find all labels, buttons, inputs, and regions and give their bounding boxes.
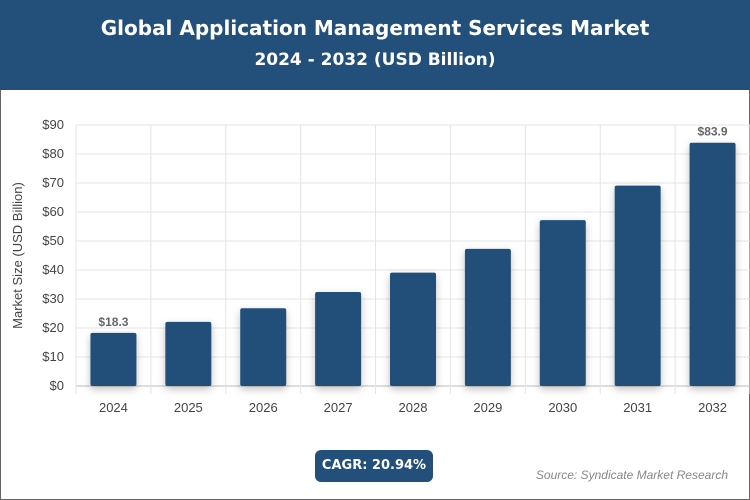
chart-subtitle: 2024 - 2032 (USD Billion) (254, 50, 496, 70)
y-tick-label: $60 (42, 204, 64, 219)
y-tick-label: $50 (42, 233, 64, 248)
chart-title: Global Application Management Services M… (100, 16, 650, 40)
cagr-badge: CAGR: 20.94% (315, 450, 433, 482)
bar-chart: $0 $10 $20 $30 $40 $50 $60 $70 $80 $90 2024 $18.3 20… (10, 117, 750, 415)
y-tick-label: $80 (42, 146, 64, 161)
bar-2024 (90, 332, 137, 386)
x-tick-label: 2031 (623, 400, 652, 415)
x-tick-label: 2024 (99, 400, 128, 415)
y-axis-label: Market Size (USD Billion) (10, 182, 25, 329)
bar-2028 (390, 272, 436, 386)
bar-2025 (165, 321, 212, 386)
x-tick-label: 2025 (174, 400, 203, 415)
data-label: $18.3 (98, 315, 128, 329)
bar-2029 (464, 248, 511, 386)
x-tick-label: 2027 (324, 400, 353, 415)
x-tick-label: 2029 (473, 400, 502, 415)
source-note: Source: Syndicate Market Research (535, 468, 728, 482)
x-tick-label: 2032 (698, 400, 727, 415)
x-tick-label: 2026 (249, 400, 278, 415)
y-tick-label: $90 (42, 117, 64, 132)
y-tick-label: $30 (42, 291, 64, 306)
bar-2030 (539, 220, 586, 386)
y-tick-label: $10 (42, 349, 64, 364)
data-label: $83.9 (698, 125, 728, 139)
y-tick-label: $20 (42, 320, 64, 335)
x-tick-label: 2030 (548, 400, 577, 415)
bar-2032 (689, 142, 736, 386)
bar-2026 (240, 308, 287, 386)
x-tick-label: 2028 (399, 400, 428, 415)
y-tick-label: $70 (42, 175, 64, 190)
y-tick-label: $40 (42, 262, 64, 277)
bar-2027 (315, 292, 362, 386)
chart-header: Global Application Management Services M… (0, 0, 750, 90)
bar-2031 (614, 185, 661, 386)
y-tick-label: $0 (50, 378, 64, 393)
